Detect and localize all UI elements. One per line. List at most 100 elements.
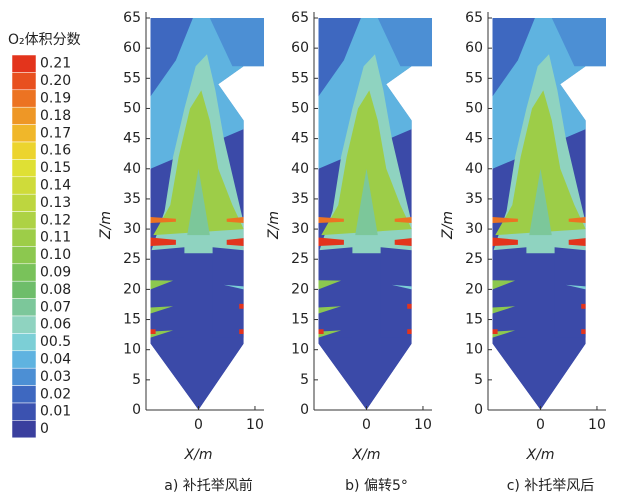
colorbar-label: 0.04 xyxy=(40,352,71,368)
contour-region xyxy=(568,217,586,223)
y-tick-label: 40 xyxy=(291,161,309,177)
colorbar-swatch xyxy=(11,106,37,125)
contour-region xyxy=(394,217,412,223)
x-axis-label: X/m xyxy=(526,447,555,463)
contour-region xyxy=(492,217,518,223)
contour-region xyxy=(529,168,552,236)
x-tick-label: 10 xyxy=(414,417,432,433)
x-axis-label: X/m xyxy=(184,447,213,463)
y-tick-label: 15 xyxy=(465,312,483,328)
y-tick-label: 5 xyxy=(300,372,309,388)
panel-caption: c) 补托举风后 xyxy=(507,478,595,494)
colorbar-label: 0.13 xyxy=(40,195,71,211)
y-tick-label: 45 xyxy=(123,131,141,147)
contour-region xyxy=(554,247,586,338)
contour-region xyxy=(223,284,244,290)
y-tick-label: 45 xyxy=(465,131,483,147)
contour-region xyxy=(153,90,244,236)
colorbar-label: 0.17 xyxy=(40,125,71,141)
x-tick-label: 0 xyxy=(194,417,203,433)
colorbar-label: 0.19 xyxy=(40,91,71,107)
y-tick-label: 50 xyxy=(291,100,309,116)
contour-region xyxy=(492,237,518,246)
contour-region xyxy=(239,329,244,334)
contour-region xyxy=(321,90,412,236)
contour-region xyxy=(212,247,244,338)
colorbar-label: 0.16 xyxy=(40,143,71,159)
contour-region xyxy=(492,329,498,334)
colorbar-swatch xyxy=(11,228,37,247)
y-tick-label: 60 xyxy=(123,40,141,56)
contour-region xyxy=(492,280,516,290)
contour-region xyxy=(150,247,185,338)
colorbar-swatch xyxy=(11,385,37,404)
contour-region xyxy=(355,168,378,236)
y-tick-label: 0 xyxy=(300,402,309,418)
y-tick-label: 30 xyxy=(291,221,309,237)
x-tick-label: 10 xyxy=(588,417,606,433)
contour-region xyxy=(380,247,412,338)
contour-region xyxy=(568,238,586,246)
colorbar-swatch xyxy=(11,54,37,73)
contour-region xyxy=(318,247,353,338)
contour-region xyxy=(150,330,174,338)
y-tick-label: 65 xyxy=(291,10,309,26)
y-tick-label: 25 xyxy=(465,251,483,267)
colorbar-swatch xyxy=(11,193,37,212)
contour-region xyxy=(239,303,244,309)
contour-region xyxy=(318,280,342,290)
contour-region xyxy=(581,303,586,309)
contour-region xyxy=(318,18,361,97)
y-tick-label: 60 xyxy=(291,40,309,56)
contour-region xyxy=(150,306,174,314)
y-tick-label: 35 xyxy=(123,191,141,207)
contour-field xyxy=(318,18,432,410)
colorbar-swatch xyxy=(11,263,37,282)
contour-region xyxy=(581,329,586,334)
y-tick-label: 10 xyxy=(465,342,483,358)
colorbar-label: 0.03 xyxy=(40,369,71,385)
contour-field xyxy=(150,18,264,410)
y-tick-label: 35 xyxy=(291,191,309,207)
x-tick-label: 0 xyxy=(536,417,545,433)
contour-region xyxy=(492,330,516,338)
y-tick-label: 25 xyxy=(291,251,309,267)
colorbar-swatch xyxy=(11,367,37,386)
y-tick-label: 20 xyxy=(123,281,141,297)
contour-region xyxy=(495,90,586,236)
y-tick-label: 15 xyxy=(123,312,141,328)
y-axis-label: Z/m xyxy=(98,211,114,240)
colorbar-swatch xyxy=(11,124,37,143)
colorbar-swatch xyxy=(11,420,37,439)
contour-region xyxy=(150,237,176,246)
colorbar-swatch xyxy=(11,72,37,91)
y-tick-label: 0 xyxy=(474,402,483,418)
y-tick-label: 10 xyxy=(123,342,141,358)
y-tick-label: 40 xyxy=(465,161,483,177)
contour-region xyxy=(391,284,412,290)
colorbar-swatch xyxy=(11,333,37,352)
colorbar-label: 0.09 xyxy=(40,265,71,281)
contour-field xyxy=(492,18,606,410)
contour-region xyxy=(150,18,193,97)
colorbar-label: 0.01 xyxy=(40,404,71,420)
contour-region xyxy=(492,306,516,314)
colorbar-title: O₂体积分数 xyxy=(8,32,81,48)
contour-region xyxy=(150,280,174,290)
y-tick-label: 20 xyxy=(465,281,483,297)
y-axis-label: Z/m xyxy=(440,211,456,240)
colorbar-label: 0.20 xyxy=(40,73,71,89)
contour-region xyxy=(150,217,176,223)
colorbar-swatch xyxy=(11,350,37,369)
panel-caption: b) 偏转5° xyxy=(345,478,408,494)
y-tick-label: 40 xyxy=(123,161,141,177)
colorbar-swatch xyxy=(11,141,37,160)
y-tick-label: 20 xyxy=(291,281,309,297)
y-axis-label: Z/m xyxy=(266,211,282,240)
colorbar-swatch xyxy=(11,89,37,108)
y-tick-label: 5 xyxy=(474,372,483,388)
colorbar-label: 0.11 xyxy=(40,230,71,246)
colorbar-swatch xyxy=(11,211,37,230)
colorbar-swatch xyxy=(11,298,37,317)
